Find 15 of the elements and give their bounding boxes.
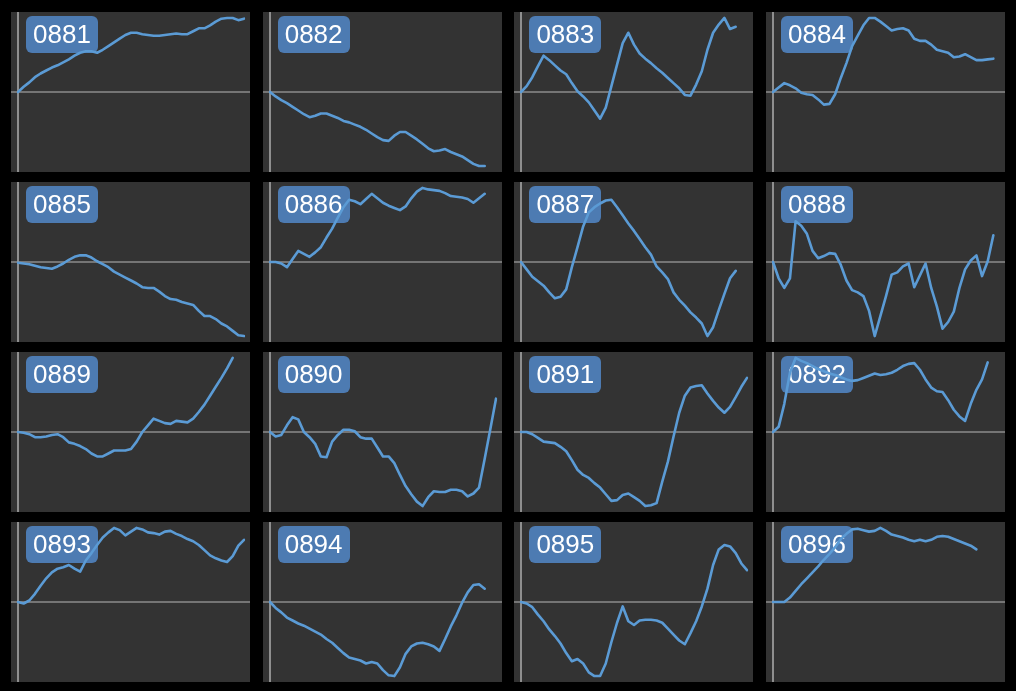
chart-title: 0887 [529, 186, 602, 223]
chart-title: 0888 [781, 186, 853, 223]
chart-title: 0890 [277, 356, 350, 393]
chart-title: 0885 [26, 186, 98, 223]
chart-title: 0894 [277, 526, 350, 563]
chart-title: 0882 [277, 16, 350, 53]
chart-title: 0896 [781, 526, 853, 563]
chart-title: 0889 [26, 356, 98, 393]
chart-title: 0881 [26, 16, 98, 53]
chart-title: 0893 [26, 526, 98, 563]
chart-title: 0895 [529, 526, 602, 563]
chart-title: 0891 [529, 356, 602, 393]
chart-title: 0883 [529, 16, 602, 53]
chart-title: 0886 [277, 186, 350, 223]
chart-title: 0884 [781, 16, 853, 53]
